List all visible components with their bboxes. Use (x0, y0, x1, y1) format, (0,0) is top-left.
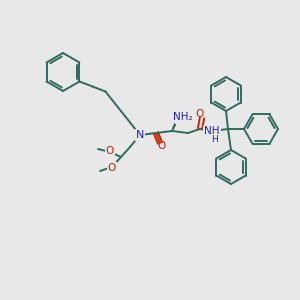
Text: NH₂: NH₂ (173, 112, 193, 122)
Text: N: N (136, 130, 144, 140)
Text: O: O (108, 163, 116, 173)
Text: NH: NH (176, 113, 192, 123)
Text: H: H (210, 136, 216, 145)
Text: H: H (211, 136, 218, 145)
Text: NH: NH (204, 126, 220, 136)
Text: NH: NH (204, 126, 220, 136)
Text: ₂: ₂ (189, 116, 193, 124)
Text: N: N (136, 130, 144, 140)
Text: O: O (195, 109, 203, 119)
Polygon shape (172, 118, 180, 131)
Text: NH₂: NH₂ (172, 112, 192, 122)
Text: O: O (158, 141, 166, 151)
Text: O: O (106, 146, 114, 156)
